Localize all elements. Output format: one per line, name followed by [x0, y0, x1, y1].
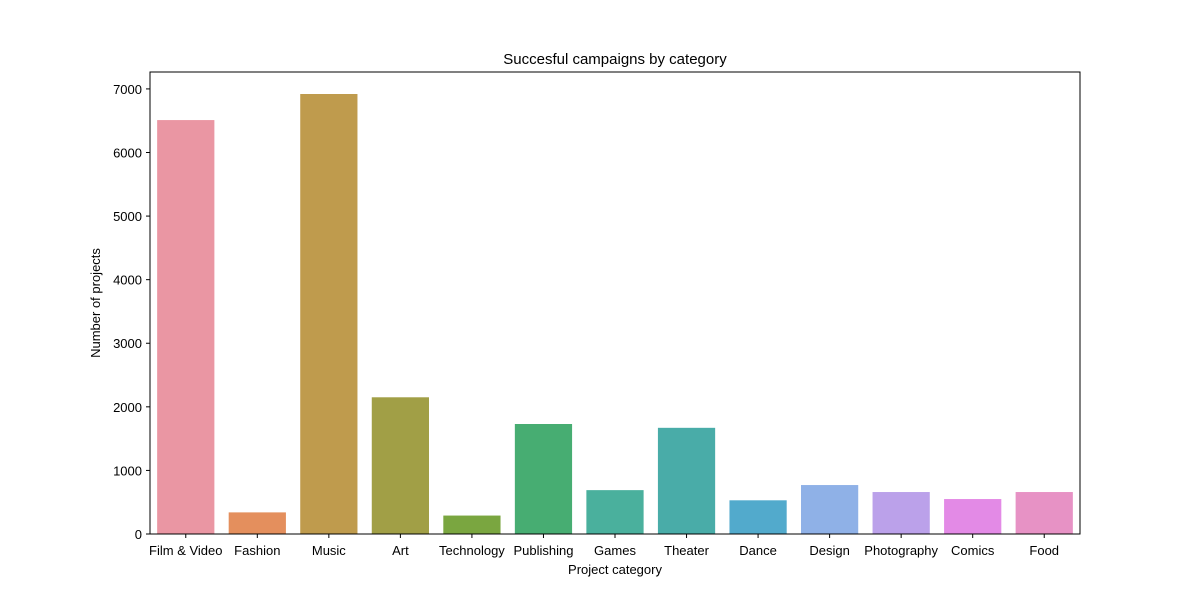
- y-tick-label: 1000: [113, 463, 142, 478]
- x-tick-label: Food: [1029, 543, 1059, 558]
- x-tick-label: Dance: [739, 543, 777, 558]
- bars-layer: [157, 94, 1073, 534]
- bar-games: [586, 490, 644, 534]
- bar-publishing: [514, 424, 573, 534]
- bar-comics: [944, 499, 1002, 534]
- y-tick-label: 0: [135, 527, 142, 542]
- y-tick-label: 6000: [113, 145, 142, 160]
- y-tick-label: 3000: [113, 336, 142, 351]
- x-tick-label: Design: [809, 543, 849, 558]
- y-tick-label: 2000: [113, 400, 142, 415]
- x-tick-label: Film & Video: [149, 543, 222, 558]
- y-tick-label: 5000: [113, 209, 142, 224]
- plot-frame: [149, 71, 1081, 535]
- x-tick-label: Publishing: [513, 543, 573, 558]
- bar-film-video: [157, 120, 215, 534]
- y-axis: 0 1000 2000 3000 4000 5000 6000 7000: [113, 82, 150, 542]
- bar-art: [371, 397, 429, 534]
- chart-title: Succesful campaigns by category: [503, 51, 727, 68]
- bar-dance: [729, 500, 787, 534]
- bar-design: [801, 485, 859, 534]
- x-tick-label: Photography: [864, 543, 938, 558]
- bar-photography: [872, 492, 930, 534]
- bar-music: [300, 94, 358, 534]
- x-axis: Film & Video Fashion Music Art Technology Pub…: [149, 534, 1059, 558]
- bar-theater: [657, 427, 716, 534]
- bar-food: [1015, 492, 1073, 534]
- x-tick-label: Technology: [439, 543, 505, 558]
- x-axis-label: Project category: [568, 562, 662, 577]
- x-tick-label: Fashion: [234, 543, 280, 558]
- x-tick-label: Comics: [951, 543, 995, 558]
- bar-fashion: [228, 512, 286, 534]
- x-tick-label: Art: [392, 543, 409, 558]
- x-tick-label: Music: [312, 543, 346, 558]
- y-axis-label: Number of projects: [88, 248, 103, 358]
- y-tick-label: 7000: [113, 82, 142, 97]
- x-tick-label: Theater: [664, 543, 709, 558]
- x-tick-label: Games: [594, 543, 636, 558]
- bar-technology: [443, 515, 501, 534]
- y-tick-label: 4000: [113, 273, 142, 288]
